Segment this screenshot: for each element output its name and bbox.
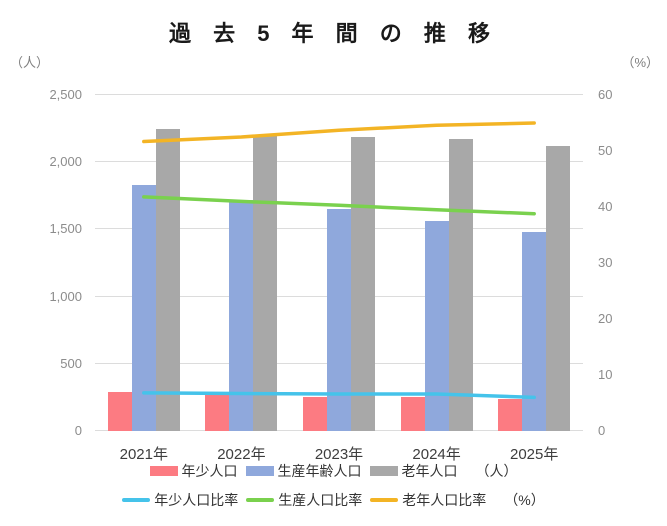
line-年少人口比率 [142,391,536,400]
legend-lines-row: 年少人口比率 生産人口比率 老年人口比率 （%） [0,490,667,510]
legend-item-young-population: 年少人口 [149,461,238,481]
left-axis-tick-2,000: 2,000 [49,154,82,170]
bar-年少人口-2024年 [400,396,425,431]
legend-item-elderly-population: 老年人口 [369,461,458,481]
x-axis-label-2024年: 2024年 [412,446,461,463]
gridline-2,500 [95,94,583,95]
bar-年少人口-2022年 [205,395,230,431]
plot-area [95,94,583,431]
bar-年少人口-2025年 [498,398,523,431]
bar-生産年齢人口-2021年 [131,185,156,431]
legend-item-working-ratio: 生産人口比率 [246,490,362,510]
elderly-ratio-line-swatch [370,498,399,502]
legend-bars-row: 年少人口 生産年齢人口 老年人口 （人） [0,461,667,481]
x-axis-label-2021年: 2021年 [119,446,168,463]
right-axis-tick-0: 0 [598,423,606,438]
line-生産人口比率 [142,195,536,216]
line-老年人口比率 [142,121,536,144]
legend-item-elderly-ratio: 老年人口比率 [370,490,486,510]
young-population-swatch [149,466,178,476]
x-axis-label-2023年: 2023年 [314,446,364,463]
left-axis-tick-1,500: 1,500 [49,221,82,237]
right-axis-tick-30: 30 [598,255,613,270]
legend-lines-unit: （%） [504,492,545,508]
right-axis-tick-40: 40 [598,199,613,214]
legend-bars-unit: （人） [475,463,518,479]
young-ratio-line-swatch [122,498,151,502]
legend-label: 年少人口比率 [154,492,239,508]
right-axis-tick-20: 20 [598,311,613,326]
ratio-lines-layer [142,121,536,400]
legend-item-young-ratio: 年少人口比率 [122,490,238,510]
left-axis-tick-500: 500 [60,355,82,371]
left-axis-tick-2,500: 2,500 [49,87,82,102]
bar-老年人口-2022年 [253,135,278,431]
legend-label: 生産年齢人口 [277,463,362,479]
bar-老年人口-2021年 [155,128,180,431]
bar-老年人口-2025年 [546,146,571,431]
right-axis-tick-60: 60 [598,87,613,102]
gridline-2,000 [95,161,583,163]
right-axis-tick-10: 10 [598,367,613,382]
bar-年少人口-2021年 [107,392,132,431]
legend-label: 生産人口比率 [278,492,363,508]
bar-老年人口-2023年 [351,136,375,431]
left-axis-unit-label: （人） [10,55,50,70]
legend-item-working-population: 生産年齢人口 [245,461,362,481]
bar-生産年齢人口-2024年 [424,221,449,431]
left-axis-tick-1,000: 1,000 [49,288,82,304]
working-ratio-line-swatch [246,498,275,502]
elderly-population-swatch [369,466,398,476]
working-population-swatch [245,466,274,476]
x-axis-label-2022年: 2022年 [217,446,266,463]
chart-title: 過 去 5 年 間 の 推 移 [168,21,499,46]
right-axis-unit-label: （%） [621,55,659,70]
x-axis-label-2025年: 2025年 [510,446,559,463]
legend-label: 年少人口 [181,463,238,479]
right-axis-tick-50: 50 [598,143,613,158]
bar-年少人口-2023年 [303,397,327,431]
legend-label: 老年人口比率 [402,492,487,508]
left-axis-tick-0: 0 [74,423,82,438]
legend-label: 老年人口 [401,463,458,479]
bar-老年人口-2024年 [448,139,473,431]
